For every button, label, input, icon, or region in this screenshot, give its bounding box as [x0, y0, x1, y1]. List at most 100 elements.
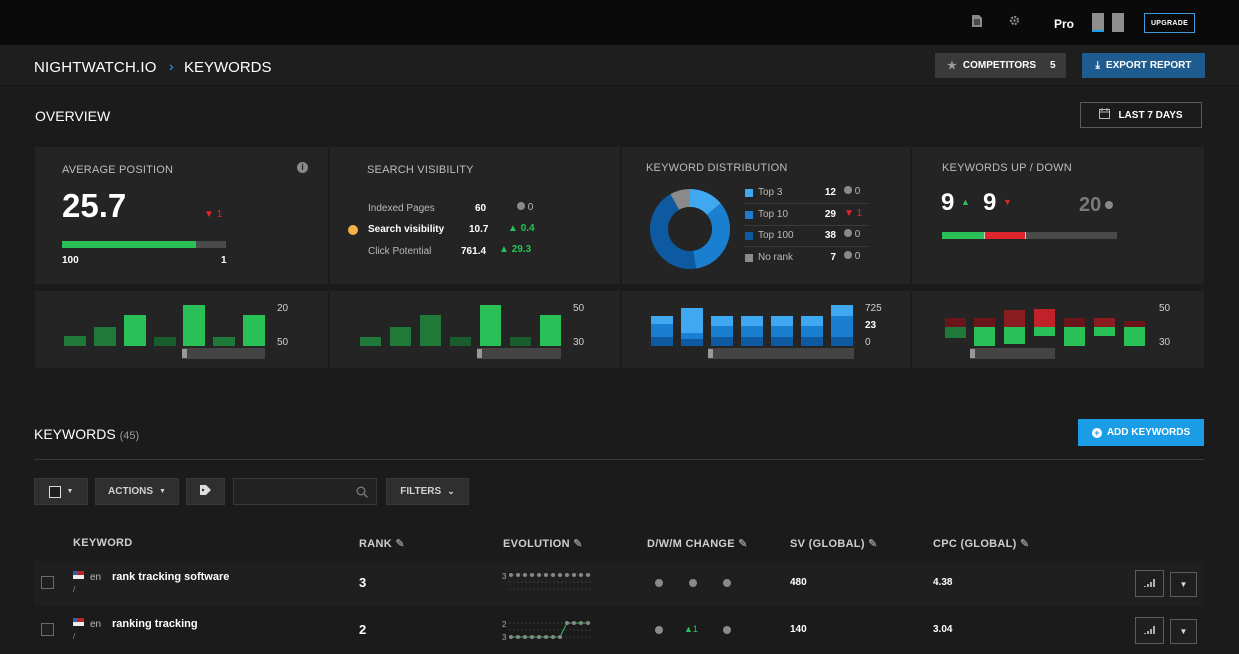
- actions-label: ACTIONS: [108, 486, 154, 497]
- daily-change-dot: [655, 626, 663, 634]
- evolution-label: 3: [502, 572, 507, 581]
- evolution-label: 3: [502, 633, 507, 642]
- table-row[interactable]: [34, 608, 1204, 653]
- keyword-url[interactable]: /: [73, 632, 76, 641]
- stacked-bar: [651, 316, 673, 346]
- up-down-bar: [1064, 318, 1085, 346]
- breadcrumb-brand[interactable]: NIGHTWATCH.IO: [34, 59, 157, 76]
- row-checkbox[interactable]: [41, 576, 54, 589]
- neutral-dot-icon: [844, 186, 852, 194]
- donut-slice: [690, 189, 721, 215]
- legend-label: No rank: [758, 252, 794, 263]
- chevron-down-icon: ⌄: [447, 486, 455, 496]
- legend-swatch: [745, 232, 753, 240]
- legend-change: 0: [844, 251, 860, 262]
- export-report-button[interactable]: ⤓ EXPORT REPORT: [1082, 53, 1205, 78]
- search-visibility-label: Search visibility: [368, 224, 445, 235]
- caret-down-icon: ▼: [66, 488, 74, 495]
- trend-bar: [213, 337, 235, 346]
- up-down-bar: [945, 318, 966, 338]
- monthly-change-dot: [723, 626, 731, 634]
- evolution-sparkline: [509, 621, 593, 639]
- trend-bottom-label: 50: [277, 337, 289, 348]
- breadcrumb-section: KEYWORDS: [184, 59, 272, 76]
- search-volume: 140: [790, 624, 807, 635]
- trend-bar: [64, 336, 86, 346]
- search-icon: [356, 485, 368, 503]
- trend-bar: [154, 337, 176, 346]
- range-min: 100: [62, 255, 79, 266]
- monthly-change-dot: [723, 579, 731, 587]
- keywords-up-down-card: KEYWORDS UP / DOWN 9 ▲ 9 ▼ 20: [912, 147, 1204, 284]
- column-header-cpc[interactable]: CPC (GLOBAL) ✎: [933, 538, 1030, 550]
- up-down-trend-card: 50 30: [912, 291, 1204, 368]
- legend-label: Top 3: [758, 187, 783, 198]
- filters-dropdown[interactable]: FILTERS ⌄: [386, 478, 469, 505]
- average-position-change: ▼ 1: [204, 209, 223, 220]
- trend-mid-label: 23: [865, 320, 877, 331]
- legend-swatch: [745, 211, 753, 219]
- average-position-bar: [62, 241, 226, 248]
- keyword-text[interactable]: ranking tracking: [112, 618, 198, 630]
- donut-slice: [670, 189, 690, 210]
- trend-bar: [183, 305, 205, 346]
- weekly-change-dot: [689, 579, 697, 587]
- bar-chart-icon: [1143, 625, 1156, 637]
- upgrade-button[interactable]: UPGRADE: [1144, 13, 1195, 33]
- trend-bar: [124, 315, 146, 346]
- overview-title: OVERVIEW: [35, 108, 111, 124]
- visibility-trend-chart: [360, 305, 561, 359]
- column-header-evolution[interactable]: EVOLUTION ✎: [503, 538, 583, 550]
- trend-bar: [420, 315, 441, 346]
- trend-bottom-label: 30: [573, 337, 585, 348]
- legend-change: ▼ 1: [844, 208, 863, 219]
- row-chart-button[interactable]: [1135, 617, 1164, 644]
- info-icon[interactable]: i: [297, 162, 308, 173]
- account-avatar-secondary[interactable]: [1112, 13, 1124, 32]
- up-down-trend-chart: [945, 309, 1145, 359]
- trend-scrollbar: [970, 348, 1055, 359]
- keyword-search-input[interactable]: [233, 478, 377, 505]
- arrow-up-icon: ▲: [684, 624, 693, 634]
- column-header-change[interactable]: D/W/M CHANGE ✎: [647, 538, 748, 550]
- download-icon: ⤓: [1095, 60, 1100, 71]
- column-header-sv[interactable]: SV (GLOBAL) ✎: [790, 538, 878, 550]
- keywords-unchanged-value: 20: [1079, 194, 1102, 216]
- actions-dropdown[interactable]: ACTIONS ▼: [95, 478, 179, 505]
- keyword-text[interactable]: rank tracking software: [112, 571, 230, 583]
- tags-button[interactable]: [186, 478, 225, 505]
- trend-top-label: 50: [1159, 303, 1171, 314]
- add-keywords-button[interactable]: + ADD KEYWORDS: [1078, 419, 1204, 446]
- trend-bar: [480, 305, 501, 346]
- row-checkbox[interactable]: [41, 623, 54, 636]
- arrow-down-icon: ▼: [1003, 197, 1012, 207]
- up-down-bar: [1004, 310, 1025, 344]
- row-menu-button[interactable]: ▼: [1170, 619, 1197, 644]
- column-header-keyword[interactable]: KEYWORD: [73, 537, 133, 549]
- column-header-rank[interactable]: RANK ✎: [359, 538, 405, 550]
- stacked-bar: [801, 316, 823, 346]
- edit-icon: ✎: [395, 538, 405, 550]
- select-all-dropdown[interactable]: ▼: [34, 478, 88, 505]
- document-icon[interactable]: [971, 15, 983, 28]
- up-down-bar: [1034, 309, 1055, 336]
- date-range-button[interactable]: LAST 7 DAYS: [1080, 102, 1202, 128]
- legend-label: Top 10: [758, 209, 789, 220]
- legend-value: 38: [824, 230, 836, 241]
- trend-scrollbar: [182, 348, 265, 359]
- keyword-url[interactable]: /: [73, 585, 76, 594]
- select-all-checkbox[interactable]: [48, 485, 61, 498]
- competitors-button[interactable]: ★ COMPETITORS 5: [935, 53, 1066, 78]
- row-menu-button[interactable]: ▼: [1170, 572, 1197, 597]
- up-down-bar: [974, 318, 995, 346]
- legend-change: 0: [844, 186, 860, 197]
- trend-bar: [450, 337, 471, 346]
- row-chart-button[interactable]: [1135, 570, 1164, 597]
- table-row[interactable]: [34, 561, 1204, 606]
- weekly-change: ▲1: [684, 624, 698, 634]
- gear-icon[interactable]: [1008, 15, 1020, 28]
- account-avatar[interactable]: [1092, 13, 1104, 32]
- legend-value: 29: [824, 209, 836, 220]
- legend-swatch: [745, 189, 753, 197]
- us-flag-icon: [73, 571, 84, 579]
